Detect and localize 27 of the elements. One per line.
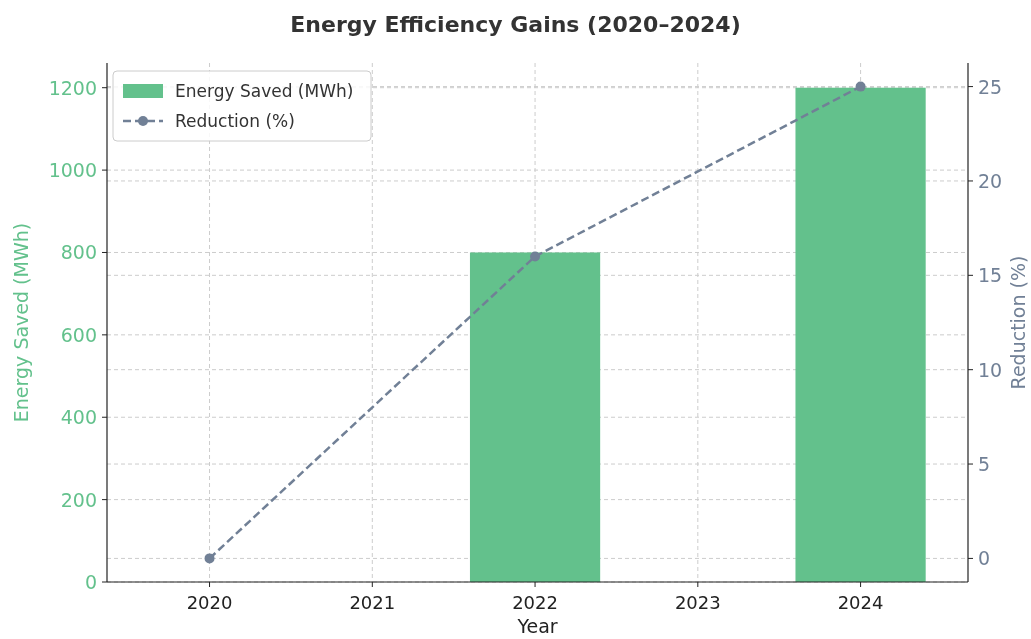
y-tick-label: 600 bbox=[60, 323, 97, 346]
y2-tick-label: 15 bbox=[978, 264, 1003, 287]
point bbox=[204, 553, 215, 564]
y2-tick-label: 5 bbox=[978, 453, 991, 476]
x-tick-label: 2023 bbox=[674, 592, 721, 613]
y-tick-label: 200 bbox=[60, 488, 97, 511]
y2-tick-label: 25 bbox=[978, 75, 1003, 98]
point bbox=[855, 81, 866, 92]
y2-tick-label: 0 bbox=[978, 547, 991, 570]
y-tick-label: 0 bbox=[84, 571, 97, 593]
y2-axis-title: Reduction (%) bbox=[1007, 255, 1029, 390]
y-axis-title: Energy Saved (MWh) bbox=[10, 222, 32, 423]
y-tick-label: 1000 bbox=[48, 159, 97, 182]
x-tick-label: 2024 bbox=[837, 592, 884, 613]
point bbox=[530, 251, 541, 262]
y-tick-label: 1200 bbox=[48, 76, 97, 99]
legend-label: Reduction (%) bbox=[175, 111, 295, 131]
x-tick-label: 2020 bbox=[186, 592, 233, 613]
x-tick-label: 2021 bbox=[349, 592, 396, 613]
y-tick-label: 800 bbox=[60, 241, 97, 264]
y2-tick-label: 20 bbox=[978, 169, 1003, 192]
chart-title: Energy Efficiency Gains (2020–2024) bbox=[290, 12, 741, 37]
x-tick-label: 2022 bbox=[512, 592, 558, 613]
y-tick-label: 400 bbox=[60, 406, 97, 429]
y2-tick-label: 10 bbox=[978, 358, 1003, 381]
x-axis-title: Year bbox=[516, 615, 558, 637]
legend-label: Energy Saved (MWh) bbox=[175, 81, 354, 101]
